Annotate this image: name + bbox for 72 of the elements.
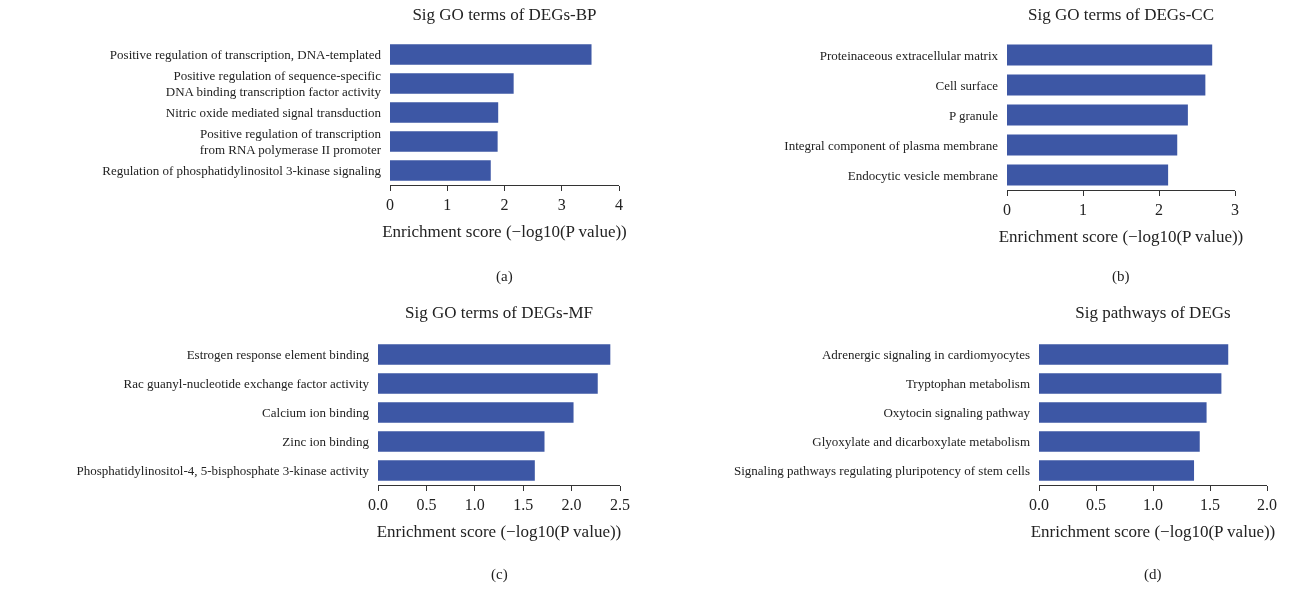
y-tick-label: Cell surface (935, 77, 999, 93)
text: (d) (1144, 566, 1162, 583)
x-tick-label: 0.5 (416, 496, 437, 514)
bar (1039, 460, 1195, 481)
x-tick-label: 1.5 (513, 496, 534, 514)
x-tick-label: 2.0 (1257, 496, 1277, 514)
y-tick-label: Adrenergic signaling in cardiomyocytes (821, 347, 1030, 363)
y-tick-label: Estrogen response element binding (186, 347, 370, 363)
x-tick-label: 1.0 (464, 496, 485, 514)
text: (b) (1112, 268, 1130, 285)
x-axis-title: Enrichment score (−log10(P value)) (382, 221, 627, 241)
bar (378, 402, 574, 423)
bar (378, 373, 598, 394)
x-tick-label: 2.0 (561, 496, 582, 514)
y-tick-label: Integral component of plasma membrane (784, 137, 999, 153)
bar (1039, 431, 1200, 452)
y-tick-label: Endocytic vesicle membrane (847, 167, 999, 183)
y-tick-label: Zinc ion binding (282, 434, 370, 450)
bar (390, 102, 499, 123)
chart-title: Sig GO terms of DEGs-BP (412, 4, 597, 24)
y-tick-label: P granule (949, 107, 999, 123)
y-tick-label: Glyoxylate and dicarboxylate metabolism (812, 434, 1030, 450)
x-tick-label: 1.5 (1200, 496, 1220, 514)
y-tick-label: Positive regulation of transcription from RNA polymerase II promoter (199, 125, 382, 158)
bar (390, 131, 498, 152)
x-tick-label: 3 (557, 196, 566, 214)
bar (378, 431, 545, 452)
x-tick-label: 0.5 (1086, 496, 1106, 514)
y-tick-label: Positive regulation of transcription, DNA-templated (109, 47, 382, 63)
x-tick-label: 2 (500, 196, 509, 214)
x-axis-title: Enrichment score (−log10(P value)) (376, 521, 622, 541)
x-tick-label: 0 (1003, 201, 1011, 219)
text: (c) (491, 566, 508, 583)
y-tick-label: Rac guanyl-nucleotide exchange factor activity (123, 376, 370, 392)
x-tick-label: 0.0 (368, 496, 388, 514)
x-tick-label: 2.5 (610, 496, 630, 514)
chart-title: Sig GO terms of DEGs-CC (1027, 4, 1215, 24)
bar (390, 73, 514, 94)
x-tick-label: 2 (1155, 201, 1163, 219)
x-tick-label: 1 (443, 196, 452, 214)
y-tick-label: Proteinaceous extracellular matrix (819, 47, 999, 63)
x-axis-title: Enrichment score (−log10(P value)) (998, 226, 1244, 246)
y-tick-label: Tryptophan metabolism (905, 376, 1030, 392)
text: (a) (496, 268, 513, 285)
bar (1007, 74, 1206, 96)
bar (1039, 344, 1229, 365)
x-tick-label: 4 (615, 196, 623, 214)
y-tick-label: Nitric oxide mediated signal transduction (165, 105, 382, 121)
bar (1039, 402, 1207, 423)
y-tick-label: Positive regulation of sequence-specific DNA binding transcription factor activity (165, 67, 382, 100)
y-tick-label: Regulation of phosphatidylinositol 3-kinase signaling (102, 163, 382, 179)
bar (378, 344, 611, 365)
x-tick-label: 1 (1079, 201, 1087, 219)
y-tick-label: Signaling pathways regulating pluripotency of stem cells (733, 463, 1030, 479)
chart-title: Sig pathways of DEGs (1075, 302, 1231, 322)
x-tick-label: 3 (1231, 201, 1239, 219)
bar (1007, 44, 1213, 66)
x-tick-label: 0 (386, 196, 394, 214)
y-tick-label: Oxytocin signaling pathway (883, 405, 1031, 421)
bar (1007, 134, 1178, 156)
bar (1039, 373, 1222, 394)
x-axis-title: Enrichment score (−log10(P value)) (1030, 521, 1276, 541)
bar (390, 160, 491, 181)
x-tick-label: 1.0 (1143, 496, 1163, 514)
bar (378, 460, 535, 481)
bar (1007, 164, 1169, 186)
bar (1007, 104, 1188, 126)
chart-title: Sig GO terms of DEGs-MF (405, 302, 593, 322)
x-tick-label: 0.0 (1029, 496, 1049, 514)
y-tick-label: Phosphatidylinositol-4, 5-bisphosphate 3-kinase activity (76, 463, 370, 479)
bar (390, 44, 592, 65)
y-tick-label: Calcium ion binding (262, 405, 370, 421)
